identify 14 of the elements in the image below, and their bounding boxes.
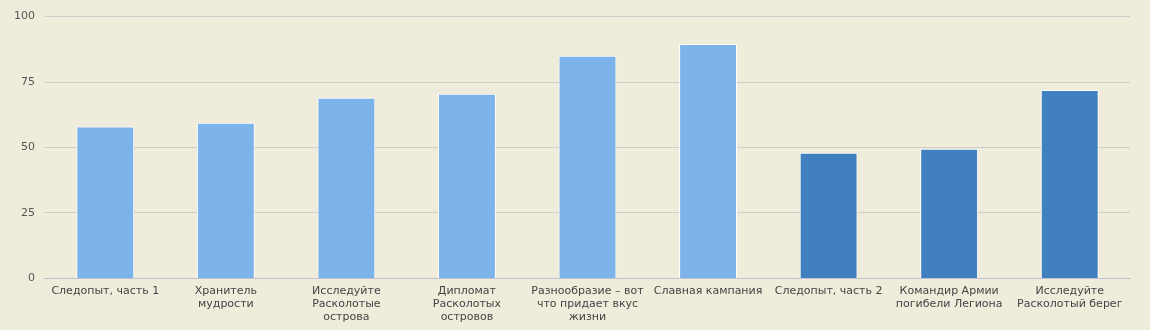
y-tick-label: 25 [21,205,35,219]
y-tick-label: 75 [21,74,35,88]
x-tick-label: Командир Армии погибели Легиона [895,283,1003,311]
x-tick-label: Хранитель мудрости [194,283,257,311]
y-tick-label: 0 [28,271,35,285]
x-tick-label: Исследуйте Расколотые острова [312,283,381,324]
x-tick-label: Следопыт, часть 1 [51,283,160,297]
x-tick-label: Следопыт, часть 2 [774,283,883,297]
x-tick-label: Славная кампания [653,283,763,297]
x-tick-label: Дипломат Расколотых островов [432,283,502,324]
x-tick-label: Исследуйте Расколотый берег [1017,283,1123,311]
y-tick-label: 100 [14,9,35,23]
x-tick-label: Разнообразие – вот что придает вкус жизни [531,283,645,324]
y-tick-label: 50 [21,140,35,154]
